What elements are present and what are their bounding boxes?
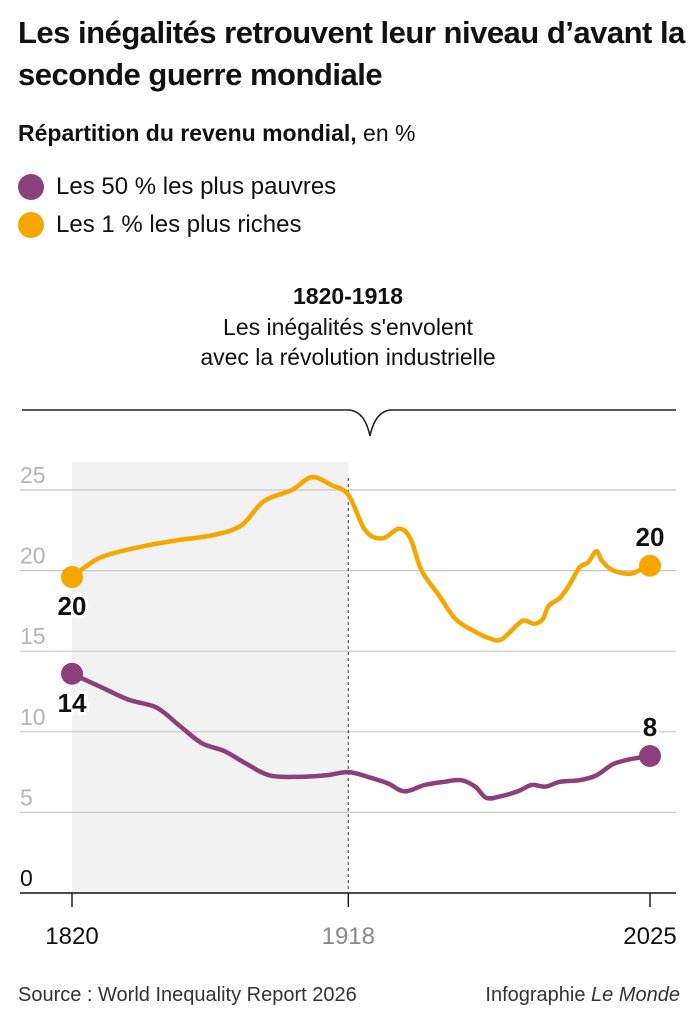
credit: Infographie Le Monde [485,984,680,1007]
start-point-bottom50 [61,662,83,685]
period-text-line1: Les inégalités s'envolent [223,314,473,340]
legend-label-bottom50: Les 50 % les plus pauvres [56,173,337,200]
start-label-top1: 20 [58,591,87,621]
period-shade [72,462,349,893]
footer: Source : World Inequality Report 2026 In… [18,984,680,1007]
y-tick-label: 15 [20,623,46,649]
start-point-top1 [61,566,83,589]
credit-prefix: Infographie [485,984,592,1006]
y-tick-label: 5 [20,784,33,810]
legend-dot-icon [18,212,44,238]
source-note: Source : World Inequality Report 2026 [18,984,357,1006]
subtitle-main: Répartition du revenu mondial, [18,120,357,146]
period-annotation: 1820-1918 Les inégalités s'envolent avec… [0,280,696,372]
x-tick-label: 2025 [623,923,676,950]
period-years: 1820-1918 [293,283,403,309]
x-tick-label: 1820 [45,923,98,950]
legend-dot-icon [18,174,44,200]
legend-item-bottom50: Les 50 % les plus pauvres [18,168,336,206]
start-label-bottom50: 14 [58,688,87,718]
y-tick-label: 25 [20,462,46,488]
legend-item-top1: Les 1 % les plus riches [18,206,336,244]
end-label-top1: 20 [636,522,665,552]
y-tick-label: 10 [20,704,46,730]
end-point-bottom50 [639,744,661,767]
y-tick-label: 20 [20,543,46,569]
legend-label-top1: Les 1 % les plus riches [56,211,302,238]
series-line-top1 [69,474,653,643]
end-label-bottom50: 8 [643,712,657,742]
series-line-bottom50 [69,671,653,801]
y-tick-label: 0 [20,865,33,891]
subtitle-unit: en % [356,120,416,146]
period-bracket [22,409,676,437]
chart-title: Les inégalités retrouvent leur niveau d’… [18,15,685,92]
legend: Les 50 % les plus pauvres Les 1 % les pl… [18,168,336,244]
period-text-line2: avec la révolution industrielle [200,344,496,370]
credit-brand: Le Monde [591,984,680,1006]
x-tick-label: 1918 [322,923,375,950]
chart-subtitle: Répartition du revenu mondial, en % [18,118,415,148]
end-point-top1 [639,554,661,577]
